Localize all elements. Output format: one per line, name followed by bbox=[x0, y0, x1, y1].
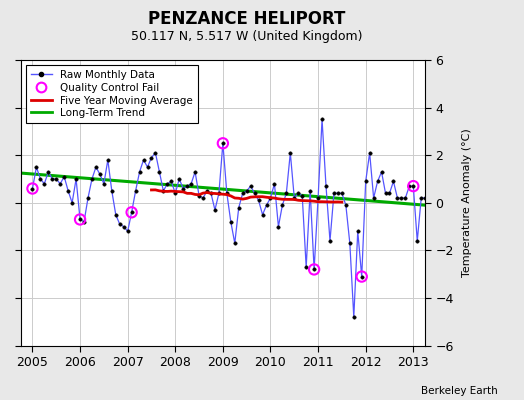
Point bbox=[409, 183, 418, 189]
Y-axis label: Temperature Anomaly (°C): Temperature Anomaly (°C) bbox=[462, 128, 472, 277]
Legend: Raw Monthly Data, Quality Control Fail, Five Year Moving Average, Long-Term Tren: Raw Monthly Data, Quality Control Fail, … bbox=[26, 65, 198, 124]
Text: 50.117 N, 5.517 W (United Kingdom): 50.117 N, 5.517 W (United Kingdom) bbox=[130, 30, 362, 43]
Text: PENZANCE HELIPORT: PENZANCE HELIPORT bbox=[148, 10, 345, 28]
Point bbox=[28, 185, 37, 192]
Point bbox=[310, 266, 318, 273]
Point bbox=[127, 209, 136, 216]
Text: Berkeley Earth: Berkeley Earth bbox=[421, 386, 498, 396]
Point bbox=[76, 216, 84, 223]
Point bbox=[219, 140, 227, 146]
Point bbox=[357, 273, 366, 280]
